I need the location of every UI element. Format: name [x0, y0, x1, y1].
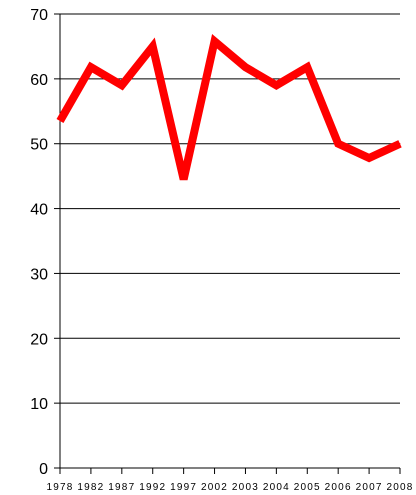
y-tick-label: 20	[30, 331, 48, 348]
data-point-2004	[275, 84, 277, 86]
data-point-1982	[90, 66, 92, 68]
y-tick-label: 40	[30, 202, 48, 219]
y-tick-label: 10	[30, 396, 48, 413]
series-layer	[56, 33, 402, 181]
y-tick-label: 50	[30, 137, 48, 154]
x-tick-label: 1978	[46, 482, 73, 493]
x-tick-label: 1997	[170, 482, 197, 493]
data-point-2007	[368, 157, 370, 159]
data-point-1987	[121, 84, 123, 86]
data-point-2002	[214, 40, 216, 42]
axes	[54, 13, 401, 474]
x-tick-label: 2003	[232, 482, 259, 493]
series-line-0	[56, 33, 402, 181]
gridlines	[60, 13, 400, 404]
data-point-2005	[306, 66, 308, 68]
y-tick-labels: 0 10 20 30 40 50 60 70	[30, 7, 48, 478]
y-tick-label: 70	[30, 7, 48, 24]
x-tick-label: 2008	[386, 482, 413, 493]
data-point-2006	[337, 143, 339, 145]
x-tick-label: 2002	[201, 482, 228, 493]
data-point-1992	[152, 45, 154, 47]
x-tick-label: 2005	[294, 482, 321, 493]
data-point-1978	[59, 120, 61, 122]
y-tick-label: 60	[30, 72, 48, 89]
x-tick-label: 1992	[139, 482, 166, 493]
x-tick-label: 2006	[325, 482, 352, 493]
x-tick-label: 1987	[108, 482, 135, 493]
x-tick-label: 1982	[77, 482, 104, 493]
data-point-2008	[399, 143, 401, 145]
y-tick-label: 30	[30, 266, 48, 283]
x-tick-label: 2004	[263, 482, 290, 493]
x-tick-label: 2007	[356, 482, 383, 493]
y-tick-label: 0	[39, 461, 48, 478]
data-point-2003	[244, 66, 246, 68]
data-point-1997	[183, 178, 185, 180]
x-tick-labels: 1978 1982 1987 1992 1997 2002 2003 2004 2005 2006…	[46, 482, 413, 493]
